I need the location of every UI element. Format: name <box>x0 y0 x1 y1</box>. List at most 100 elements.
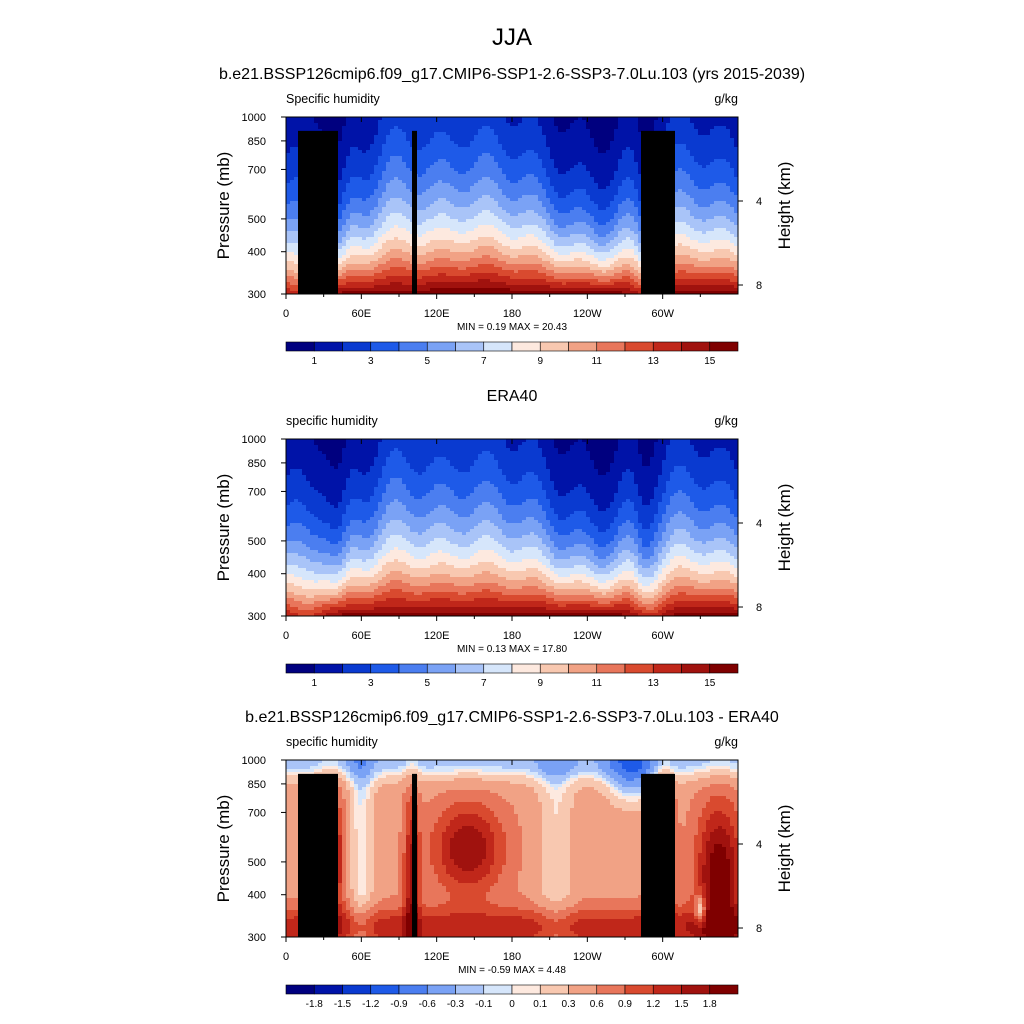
colorbar-label: 0 <box>509 999 515 1010</box>
colorbar-swatch <box>652 663 682 674</box>
colorbar-swatch <box>342 984 372 995</box>
colorbar-swatch <box>624 341 654 352</box>
colorbar-label: 1.2 <box>646 999 660 1010</box>
y-tick-label: 700 <box>248 807 266 819</box>
obs-panel-title: ERA40 <box>487 388 538 405</box>
colorbar-swatch <box>511 341 541 352</box>
colorbar-label: 9 <box>537 678 543 689</box>
colorbar-swatch <box>483 984 513 995</box>
colorbar-label: 15 <box>704 356 716 367</box>
height-tick-label: 8 <box>756 923 762 935</box>
colorbar-label: 1 <box>311 356 317 367</box>
colorbar-swatch <box>624 984 654 995</box>
y-axis-title: Pressure (mb) <box>214 795 233 903</box>
x-tick-label: 120E <box>424 630 450 642</box>
contour-field-obs <box>286 439 738 616</box>
x-tick-label: 60E <box>352 951 372 963</box>
panel-diff: specific humidity g/kg3004005007008501000… <box>214 735 794 1010</box>
y-tick-label: 1000 <box>242 112 266 124</box>
colorbar-swatch <box>313 663 343 674</box>
colorbar-swatch <box>370 663 400 674</box>
figure-title: JJA <box>492 24 532 51</box>
colorbar-label: 9 <box>537 356 543 367</box>
y-tick-label: 1000 <box>242 755 266 767</box>
colorbar-label: 1 <box>311 678 317 689</box>
y-tick-label: 850 <box>248 458 266 470</box>
colorbar-label: -1.8 <box>306 999 324 1010</box>
colorbar-swatch <box>539 984 569 995</box>
colorbar-swatch <box>568 663 598 674</box>
colorbar-label: 0.3 <box>562 999 576 1010</box>
colorbar-swatch <box>511 663 541 674</box>
colorbar-label: 13 <box>648 356 660 367</box>
colorbar-swatch <box>709 663 739 674</box>
colorbar-label: -1.5 <box>334 999 352 1010</box>
height-axis-title: Height (km) <box>775 805 794 893</box>
colorbar-swatch <box>398 341 428 352</box>
y-tick-label: 300 <box>248 611 266 623</box>
y-tick-label: 500 <box>248 214 266 226</box>
colorbar-label: 0.1 <box>533 999 547 1010</box>
diff-panel-title: b.e21.BSSP126cmip6.f09_g17.CMIP6-SSP1-2.… <box>245 709 779 726</box>
y-tick-label: 400 <box>248 569 266 581</box>
x-tick-label: 120E <box>424 308 450 320</box>
colorbar-label: 15 <box>704 678 716 689</box>
height-tick-label: 4 <box>756 518 762 530</box>
x-tick-label: 120W <box>573 630 602 642</box>
colorbar-label: 5 <box>424 356 430 367</box>
x-tick-label: 60E <box>352 308 372 320</box>
y-tick-label: 400 <box>248 247 266 259</box>
y-tick-label: 700 <box>248 486 266 498</box>
colorbar-swatch <box>313 341 343 352</box>
x-tick-label: 120W <box>573 951 602 963</box>
colorbar-label: 1.8 <box>703 999 717 1010</box>
y-tick-label: 850 <box>248 136 266 148</box>
y-tick-label: 300 <box>248 289 266 301</box>
units-label: g/kg <box>714 414 738 428</box>
colorbar-swatch <box>652 341 682 352</box>
variable-label: specific humidity <box>286 735 378 749</box>
colorbar-diff: -1.8 -1.5 -1.2 -0.9 -0.6 -0.3 -0.1 0 0.1 0.3 0.6 0.… <box>285 984 739 1010</box>
colorbar-swatch <box>624 663 654 674</box>
colorbar-swatch <box>483 341 513 352</box>
colorbar-label: 11 <box>592 356 603 367</box>
colorbar-swatch <box>370 341 400 352</box>
colorbar-swatch <box>539 663 569 674</box>
height-tick-label: 8 <box>756 280 762 292</box>
units-label: g/kg <box>714 735 738 749</box>
height-axis-title: Height (km) <box>775 484 794 572</box>
x-tick-label: 60E <box>352 630 372 642</box>
colorbar-swatch <box>426 341 456 352</box>
colorbar-swatch <box>596 663 626 674</box>
colorbar-swatch <box>285 663 315 674</box>
height-tick-label: 8 <box>756 602 762 614</box>
variable-label: Specific humidity <box>286 92 381 106</box>
y-axis-title: Pressure (mb) <box>214 152 233 260</box>
colorbar-swatch <box>426 984 456 995</box>
colorbar-label: -0.1 <box>475 999 493 1010</box>
colorbar-label: -0.3 <box>447 999 465 1010</box>
colorbar-label: 3 <box>368 678 374 689</box>
min-max-stats: MIN = 0.13 MAX = 17.80 <box>457 644 567 655</box>
contour-field-diff <box>286 760 738 937</box>
colorbar-label: 13 <box>648 678 660 689</box>
colorbar-swatch <box>681 663 711 674</box>
colorbar-label: -1.2 <box>362 999 380 1010</box>
min-max-stats: MIN = -0.59 MAX = 4.48 <box>458 965 566 976</box>
x-tick-label: 180 <box>503 630 521 642</box>
height-axis-title: Height (km) <box>775 162 794 250</box>
x-tick-label: 60W <box>651 308 674 320</box>
colorbar-swatch <box>681 984 711 995</box>
colorbar-swatch <box>709 984 739 995</box>
x-tick-label: 180 <box>503 308 521 320</box>
colorbar-swatch <box>426 663 456 674</box>
x-tick-label: 120W <box>573 308 602 320</box>
colorbar-swatch <box>313 984 343 995</box>
colorbar-label: -0.6 <box>419 999 437 1010</box>
colorbar-swatch <box>539 341 569 352</box>
colorbar-swatch <box>455 984 485 995</box>
height-tick-label: 4 <box>756 196 762 208</box>
y-axis-title: Pressure (mb) <box>214 474 233 582</box>
colorbar-swatch <box>681 341 711 352</box>
